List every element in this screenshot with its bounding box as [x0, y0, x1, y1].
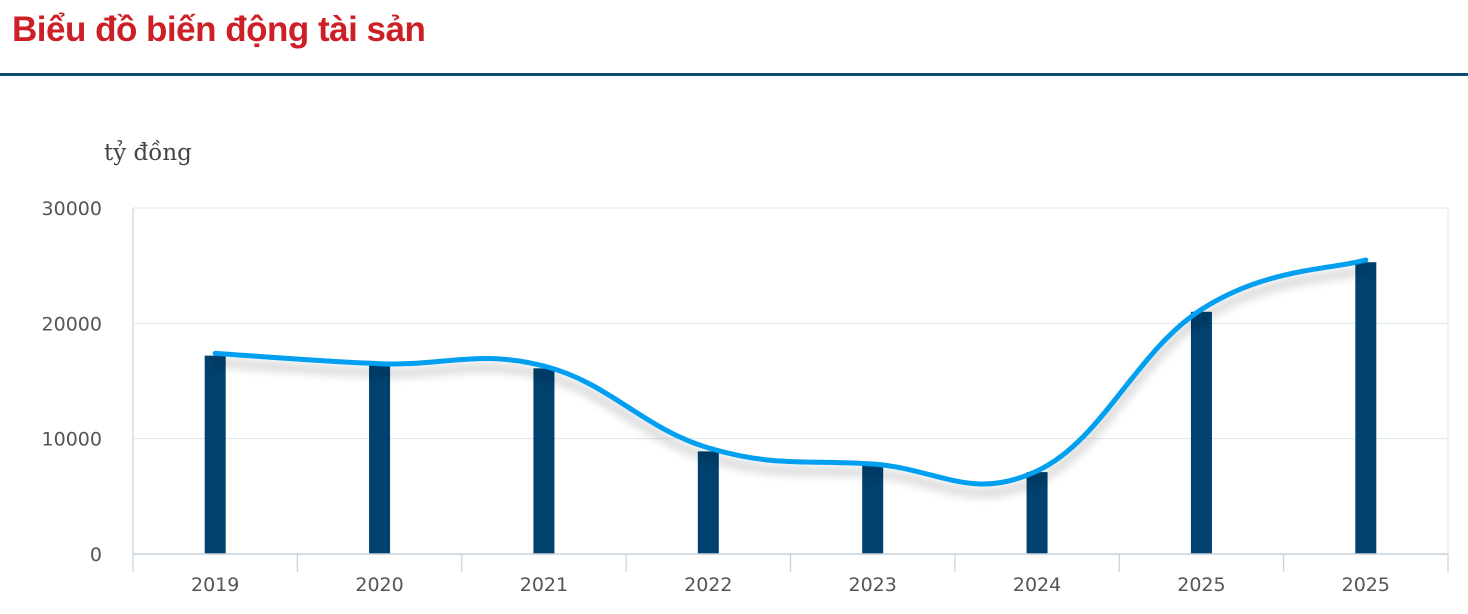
y-tick-label: 10000 — [42, 429, 102, 451]
x-tick-label: 2025 — [1342, 574, 1390, 596]
y-tick-label: 20000 — [42, 313, 102, 335]
header: Biểu đồ biến động tài sản — [0, 0, 1468, 78]
x-tick-label: 2020 — [355, 574, 403, 596]
bars — [204, 262, 1377, 554]
header-divider — [0, 73, 1468, 76]
x-tick-label: 2024 — [1013, 574, 1061, 596]
bar — [533, 368, 555, 554]
y-tick-label: 0 — [90, 544, 102, 566]
gridlines — [132, 207, 1449, 554]
trend-line-path — [212, 257, 1369, 487]
bar — [697, 451, 719, 554]
y-tick-label: 30000 — [42, 198, 102, 220]
bar — [204, 355, 226, 554]
bar — [369, 364, 391, 554]
bar — [1026, 472, 1048, 554]
y-axis: 0 10000 20000 30000 — [42, 198, 102, 566]
x-tick-label: 2021 — [520, 574, 568, 596]
bar — [1190, 311, 1212, 554]
x-tick-label: 2019 — [191, 574, 239, 596]
x-tick-label: 2025 — [1177, 574, 1225, 596]
bar — [862, 465, 884, 554]
y-axis-unit-label: tỷ đồng — [104, 140, 192, 166]
x-tick-label: 2022 — [684, 574, 732, 596]
trend-line — [212, 257, 1369, 487]
bar — [1355, 262, 1377, 554]
page-title: Biểu đồ biến động tài sản — [12, 10, 426, 49]
x-axis: 2019 2020 2021 2022 2023 2024 2025 2025 — [132, 553, 1449, 596]
x-tick-label: 2023 — [849, 574, 897, 596]
